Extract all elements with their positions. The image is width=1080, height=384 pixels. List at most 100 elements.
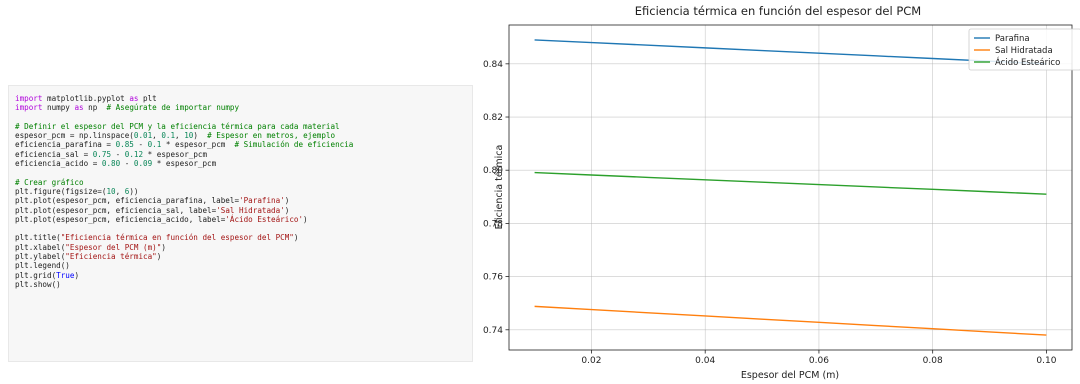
code-token: # Espesor en metros, ejemplo [207, 131, 336, 141]
y-tick-label: 0.84 [483, 60, 503, 70]
code-token: eficiencia_acido = [15, 159, 102, 169]
legend-label: Sal Hidratada [995, 46, 1053, 56]
y-axis-label: Eficiencia térmica [494, 145, 505, 230]
code-token: 'Sal Hidratada' [216, 205, 285, 215]
code-line: plt.grid(True) [15, 271, 472, 280]
code-line: plt.plot(espesor_pcm, eficiencia_sal, la… [15, 206, 472, 215]
code-token: )) [129, 186, 139, 196]
code-token: plt.plot(espesor_pcm, eficiencia_parafin… [15, 196, 240, 206]
code-token: ) [74, 270, 80, 280]
code-editor[interactable]: import matplotlib.pyplot as plt import nu… [15, 94, 472, 289]
code-token: "Eficiencia térmica" [65, 252, 157, 262]
code-token: eficiencia_sal = [15, 149, 93, 159]
legend-label: Parafina [995, 34, 1030, 44]
code-line: plt.show() [15, 280, 472, 289]
code-line: # Definir el espesor del PCM y la eficie… [15, 122, 472, 131]
code-line [15, 168, 472, 177]
line-chart: Eficiencia térmica en función del espeso… [483, 4, 1080, 381]
code-token: * espesor_pcm [152, 159, 217, 169]
grid [509, 25, 1072, 350]
code-token: plt.ylabel( [15, 252, 66, 262]
code-line: plt.plot(espesor_pcm, eficiencia_acido, … [15, 215, 472, 224]
code-token: - [120, 159, 134, 169]
code-token: import [15, 103, 43, 113]
code-line: # Crear gráfico [15, 178, 472, 187]
series-line [534, 171, 1047, 195]
code-cell[interactable]: import matplotlib.pyplot as plt import nu… [8, 85, 473, 362]
code-line: plt.ylabel("Eficiencia térmica") [15, 252, 472, 261]
code-token: 10 [184, 131, 194, 141]
code-token: , [152, 131, 162, 141]
code-token: 'Parafina' [239, 196, 285, 206]
code-token: # Asegúrate de importar numpy [106, 103, 240, 113]
code-token: , [115, 186, 125, 196]
code-token: as [74, 103, 84, 113]
code-token: import [15, 94, 43, 103]
code-line: import matplotlib.pyplot as plt [15, 94, 472, 103]
code-token: ) [303, 214, 308, 224]
y-tick-label: 0.78 [483, 219, 503, 229]
code-token: ) [284, 196, 290, 206]
code-token: matplotlib.pyplot [42, 94, 130, 103]
code-token: as [129, 94, 139, 103]
code-line [15, 113, 472, 122]
y-tick-label: 0.76 [483, 273, 503, 283]
code-line: eficiencia_parafina = 0.85 - 0.1 * espes… [15, 140, 472, 149]
code-token: 6 [124, 186, 130, 196]
code-token: plt.grid( [15, 270, 57, 280]
code-token: ) [193, 131, 208, 141]
code-token: # Definir el espesor del PCM y la eficie… [15, 121, 340, 131]
legend-box [968, 28, 1080, 71]
code-token: # Simulación de eficiencia [234, 140, 354, 150]
x-tick-label: 0.10 [1036, 356, 1056, 366]
code-token: ) [156, 252, 162, 262]
code-token: plt.show() [15, 279, 61, 289]
code-line: plt.figure(figsize=(10, 6)) [15, 187, 472, 196]
code-token: ) [293, 233, 299, 243]
series-lines [534, 39, 1047, 336]
chart-output: Eficiencia térmica en función del espeso… [480, 0, 1080, 381]
x-tick-label: 0.08 [923, 356, 943, 366]
plot-frame [508, 24, 1073, 351]
code-token: 0.09 [133, 159, 153, 169]
x-tick-label: 0.04 [695, 356, 715, 366]
code-token: 0.1 [147, 140, 162, 150]
code-token: 10 [106, 186, 116, 196]
code-token: eficiencia_parafina = [15, 140, 116, 150]
axis-ticks: 0.02 0.04 0.06 0.08 0.10 0.74 0.76 0.78 0.80 0.82… [483, 60, 1057, 366]
x-tick-label: 0.06 [809, 356, 829, 366]
code-token: plt.figure(figsize=( [15, 186, 107, 196]
code-token: ) [161, 242, 166, 252]
code-token: "Eficiencia térmica en función del espes… [60, 233, 294, 243]
code-token: plt [138, 94, 157, 103]
code-token: 0.12 [124, 149, 144, 159]
code-line: espesor_pcm = np.linspace(0.01, 0.1, 10)… [15, 131, 472, 140]
code-line: plt.legend() [15, 261, 472, 270]
code-token: - [133, 140, 148, 150]
code-token: * espesor_pcm [143, 149, 208, 159]
code-line: plt.xlabel("Espesor del PCM (m)") [15, 243, 472, 252]
code-token: * espesor_pcm [161, 140, 235, 150]
series-line [534, 39, 1047, 65]
y-tick-label: 0.74 [483, 326, 503, 336]
code-line: plt.plot(espesor_pcm, eficiencia_parafin… [15, 196, 472, 205]
code-token: plt.title( [15, 233, 61, 243]
code-token: 0.80 [101, 159, 121, 169]
code-token: plt.legend() [15, 261, 70, 271]
code-token: ) [284, 205, 290, 215]
code-line: eficiencia_sal = 0.75 - 0.12 * espesor_p… [15, 150, 472, 159]
code-token: "Espesor del PCM (m)" [65, 242, 162, 252]
code-token: , [175, 131, 185, 141]
code-line [15, 224, 472, 233]
code-token: 0.85 [115, 140, 134, 150]
code-line: plt.title("Eficiencia térmica en función… [15, 233, 472, 242]
code-token: 0.75 [92, 149, 112, 159]
y-tick-label: 0.80 [483, 166, 503, 176]
code-line: import numpy as np # Asegúrate de import… [15, 103, 472, 112]
series-line [534, 305, 1047, 336]
y-tick-label: 0.82 [483, 113, 503, 123]
chart-title: Eficiencia térmica en función del espeso… [635, 4, 921, 18]
code-token: 0.01 [133, 131, 153, 141]
code-token: plt.xlabel( [15, 242, 66, 252]
